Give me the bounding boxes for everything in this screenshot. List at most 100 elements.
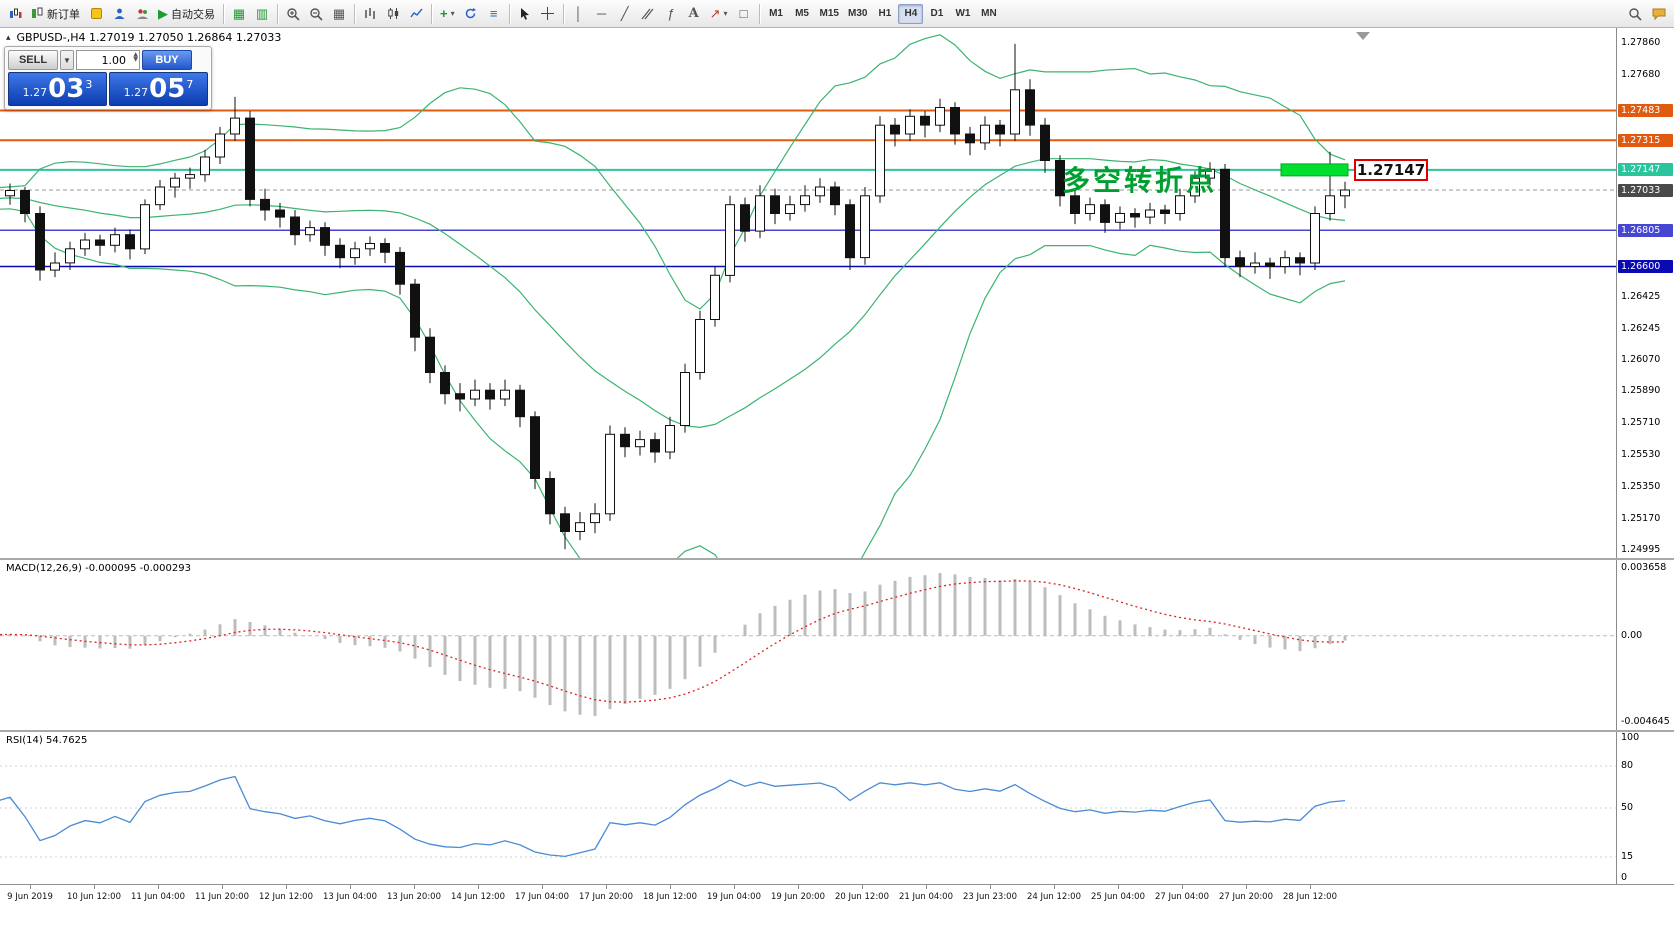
symbol-ohlc-text: GBPUSD-,H4 1.27019 1.27050 1.26864 1.270… bbox=[16, 31, 282, 44]
new-order-button[interactable]: 新订单 bbox=[27, 3, 84, 25]
candle-body bbox=[1100, 204, 1110, 223]
vertical-line-button[interactable]: │ bbox=[568, 3, 590, 25]
macd-plot[interactable]: MACD(12,26,9) -0.000095 -0.000293 bbox=[0, 560, 1616, 730]
candle-body bbox=[185, 174, 195, 179]
signal-price-label[interactable]: 1.27147 bbox=[1354, 159, 1428, 181]
candle-body bbox=[80, 239, 90, 250]
panel-collapse-icon[interactable]: ▴ bbox=[6, 32, 11, 43]
grid-toggle-button[interactable]: ▦ bbox=[328, 3, 350, 25]
time-axis-label: 18 Jun 12:00 bbox=[643, 892, 697, 902]
channel-button[interactable] bbox=[637, 3, 659, 25]
buy-price-display[interactable]: 1.27 05 7 bbox=[109, 72, 208, 106]
indicator-list-button[interactable]: ≡ bbox=[483, 3, 505, 25]
sell-button[interactable]: SELL bbox=[8, 50, 58, 70]
sell-price-sup: 3 bbox=[85, 78, 93, 91]
candle-body bbox=[800, 195, 810, 206]
rsi-label: RSI(14) 54.7625 bbox=[6, 735, 88, 746]
profiles-button[interactable]: ▥ bbox=[251, 3, 273, 25]
refresh-button[interactable] bbox=[460, 3, 482, 25]
search-button[interactable] bbox=[1624, 3, 1646, 25]
time-axis[interactable]: 9 Jun 2019 10 Jun 12:00 11 Jun 04:00 11 Jun… bbox=[0, 884, 1674, 912]
tf-button-m15[interactable]: M15 bbox=[816, 4, 843, 24]
time-axis-tick bbox=[478, 885, 479, 889]
macd-axis[interactable]: 0.003658 0.00 -0.004645 bbox=[1616, 560, 1674, 730]
candle-body bbox=[1205, 168, 1215, 179]
candle-body bbox=[455, 393, 465, 400]
signal-zone-rect[interactable] bbox=[1280, 163, 1349, 177]
tf-button-h4[interactable]: H4 bbox=[898, 3, 924, 24]
text-tool-button[interactable]: A bbox=[683, 3, 705, 25]
channel-icon bbox=[641, 8, 654, 20]
sell-price-display[interactable]: 1.27 03 3 bbox=[8, 72, 107, 106]
auto-trading-button[interactable]: ▶ 自动交易 bbox=[154, 3, 219, 25]
buy-button[interactable]: BUY bbox=[142, 50, 192, 70]
fibonacci-button[interactable]: ƒ bbox=[660, 3, 682, 25]
volume-dropdown-button[interactable]: ▼ bbox=[60, 50, 74, 70]
main-chart-canvas[interactable]: 多空转折点 bbox=[0, 28, 1616, 558]
price-tag: 1.27483 bbox=[1618, 104, 1673, 117]
rsi-axis[interactable]: 100 80 50 15 0 bbox=[1616, 732, 1674, 884]
zoom-in-button[interactable] bbox=[282, 3, 304, 25]
tile-windows-button[interactable]: ▦ bbox=[228, 3, 250, 25]
insert-indicator-button[interactable]: + ▾ bbox=[436, 3, 459, 25]
zoom-in-icon bbox=[287, 7, 300, 21]
candle-body bbox=[305, 227, 315, 236]
new-chart-icon bbox=[9, 8, 21, 18]
candle-body bbox=[290, 216, 300, 236]
chart-symbol-ohlc: ▴ GBPUSD-,H4 1.27019 1.27050 1.26864 1.2… bbox=[6, 31, 281, 44]
candle-body bbox=[650, 439, 660, 453]
candlestick-chart-button[interactable] bbox=[382, 3, 404, 25]
cursor-button[interactable] bbox=[514, 3, 536, 25]
trendline-button[interactable]: ╱ bbox=[614, 3, 636, 25]
rsi-plot[interactable]: RSI(14) 54.7625 bbox=[0, 732, 1616, 884]
toolbar-separator bbox=[223, 3, 224, 24]
community-button[interactable] bbox=[131, 3, 153, 25]
arrow-tool-button[interactable]: ↗ ▾ bbox=[706, 3, 732, 25]
price-tick-label: 1.26425 bbox=[1621, 291, 1661, 302]
price-tick-label: 1.25350 bbox=[1621, 481, 1661, 492]
mql5-button[interactable] bbox=[85, 3, 107, 25]
price-axis[interactable]: 1.27860 1.27680 1.27483 1.27315 1.27147 1.270… bbox=[1616, 28, 1674, 558]
volume-input[interactable]: 1.00 ▲ ▼ bbox=[76, 50, 140, 70]
tf-button-m30[interactable]: M30 bbox=[844, 4, 871, 24]
panel-splitter[interactable] bbox=[0, 558, 1674, 560]
toolbar-separator bbox=[758, 3, 760, 24]
main-chart-plot[interactable]: 多空转折点 ▴ GBPUSD-,H4 1.27019 1.27050 1.268… bbox=[0, 28, 1616, 558]
tf-button-mn[interactable]: MN bbox=[976, 4, 1001, 24]
tf-button-h1[interactable]: H1 bbox=[872, 4, 897, 24]
tf-button-d1[interactable]: D1 bbox=[924, 4, 949, 24]
time-axis-tick bbox=[30, 885, 31, 889]
chart-shift-marker[interactable] bbox=[1356, 32, 1370, 40]
horizontal-line-button[interactable]: ─ bbox=[591, 3, 613, 25]
chat-button[interactable] bbox=[1648, 3, 1670, 25]
rsi-canvas bbox=[0, 765, 1616, 858]
annotation-text[interactable]: 多空转折点 bbox=[1062, 164, 1217, 197]
tf-button-w1[interactable]: W1 bbox=[950, 4, 975, 24]
tf-button-m5[interactable]: M5 bbox=[790, 4, 815, 24]
candle-body bbox=[755, 195, 765, 232]
candle-body bbox=[605, 433, 615, 515]
chevron-down-icon: ▾ bbox=[450, 8, 455, 18]
insert-indicator-icon: + bbox=[440, 6, 448, 21]
macd-panel: MACD(12,26,9) -0.000095 -0.000293 0.0036… bbox=[0, 560, 1674, 730]
candle-body bbox=[905, 115, 915, 135]
time-axis-tick bbox=[926, 885, 927, 889]
time-axis-tick bbox=[990, 885, 991, 889]
time-axis-tick bbox=[1246, 885, 1247, 889]
candle-body bbox=[35, 213, 45, 271]
price-tag: 1.26600 bbox=[1618, 260, 1673, 273]
spinner-up-icon: ▲ bbox=[133, 51, 138, 58]
zoom-out-button[interactable] bbox=[305, 3, 327, 25]
line-chart-button[interactable] bbox=[405, 3, 427, 25]
shapes-tool-button[interactable]: □ bbox=[733, 3, 755, 25]
candle-body bbox=[1190, 177, 1200, 197]
price-tick-label: 1.24995 bbox=[1621, 544, 1661, 555]
crosshair-button[interactable] bbox=[537, 3, 559, 25]
time-axis-tick bbox=[222, 885, 223, 889]
volume-spinner[interactable]: ▲ ▼ bbox=[133, 51, 138, 63]
bar-chart-button[interactable] bbox=[359, 3, 381, 25]
tf-button-m1[interactable]: M1 bbox=[764, 4, 789, 24]
profile-button[interactable] bbox=[108, 3, 130, 25]
panel-splitter[interactable] bbox=[0, 730, 1674, 732]
new-chart-button[interactable] bbox=[4, 3, 26, 25]
